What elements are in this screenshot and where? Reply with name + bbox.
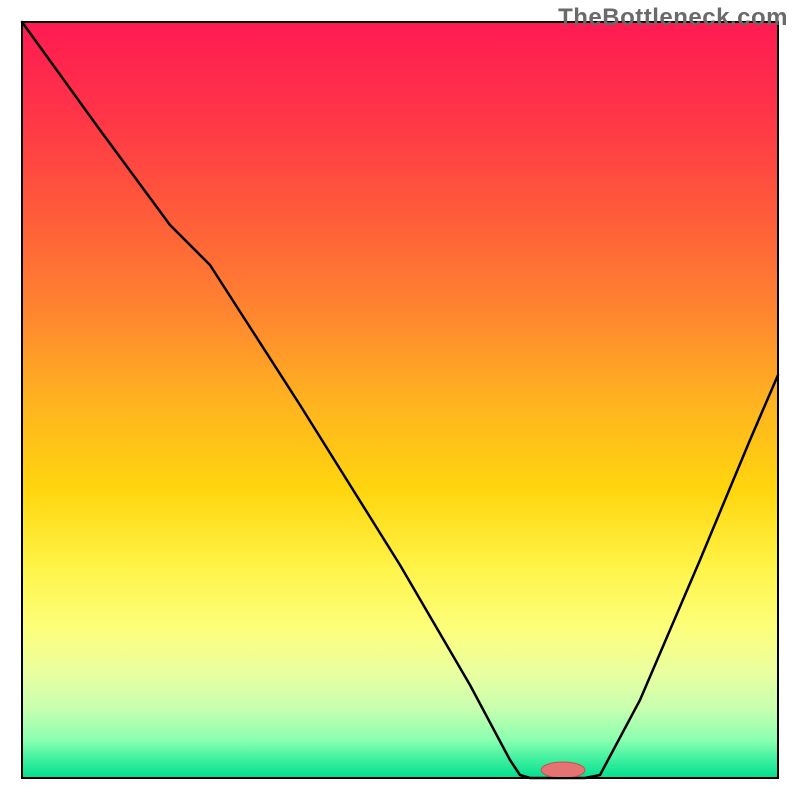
bottleneck-chart: TheBottleneck.com bbox=[0, 0, 800, 800]
watermark-label: TheBottleneck.com bbox=[558, 4, 788, 32]
chart-svg bbox=[0, 0, 800, 800]
chart-background bbox=[22, 22, 778, 778]
optimal-marker bbox=[541, 762, 585, 778]
